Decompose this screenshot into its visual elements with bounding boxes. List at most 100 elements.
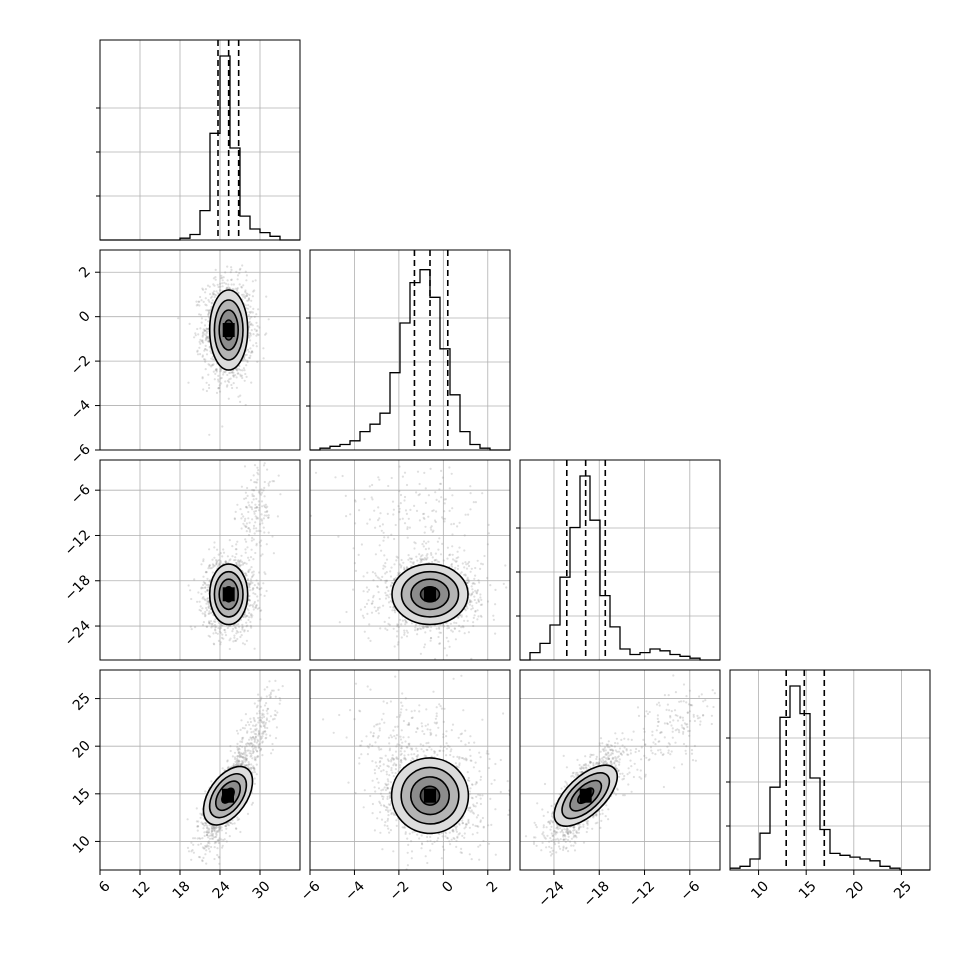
sample-point — [236, 637, 239, 641]
sample-point — [430, 525, 433, 528]
sample-point — [433, 559, 436, 562]
sample-point — [504, 564, 507, 567]
sample-point — [201, 354, 204, 357]
sample-point — [266, 468, 269, 471]
sample-point — [414, 624, 417, 627]
sample-point — [392, 606, 395, 609]
sample-point — [255, 604, 258, 607]
sample-point — [246, 293, 249, 296]
sample-point — [213, 284, 216, 287]
sample-point — [263, 486, 266, 489]
sample-point — [461, 562, 464, 565]
sample-point — [379, 512, 382, 515]
sample-point — [392, 579, 395, 582]
sample-point — [198, 856, 202, 859]
sample-point — [448, 509, 451, 512]
sample-point — [218, 386, 221, 389]
sample-point — [232, 764, 236, 767]
sample-point — [197, 300, 200, 303]
sample-point — [472, 616, 475, 620]
sample-point — [263, 462, 266, 465]
sample-point — [246, 578, 249, 582]
sample-point — [394, 611, 397, 614]
sample-point — [210, 365, 213, 368]
sample-point — [454, 638, 457, 641]
sample-point — [219, 367, 222, 371]
sample-point — [456, 525, 459, 528]
sample-point — [230, 266, 233, 269]
sample-point — [465, 563, 468, 566]
sample-point — [214, 368, 218, 371]
sample-point — [245, 522, 248, 525]
sample-point — [438, 500, 441, 503]
sample-point — [240, 513, 243, 516]
sample-point — [206, 827, 209, 830]
sample-point — [218, 390, 222, 393]
sample-point — [480, 562, 483, 565]
sample-point — [422, 512, 425, 516]
sample-point — [225, 287, 228, 290]
sample-point — [271, 480, 274, 483]
sample-point — [442, 517, 445, 520]
sample-point — [434, 559, 437, 562]
sample-point — [258, 587, 261, 591]
sample-point — [460, 626, 463, 629]
sample-point — [381, 523, 384, 526]
sample-point — [244, 295, 247, 298]
sample-point — [362, 590, 365, 593]
sample-point — [251, 604, 254, 607]
sample-point — [258, 541, 261, 544]
sample-point — [400, 636, 403, 639]
sample-point — [243, 727, 246, 730]
sample-point — [486, 543, 489, 546]
sample-point — [244, 358, 247, 362]
sample-point — [243, 356, 246, 359]
sample-point — [479, 596, 482, 599]
sample-point — [213, 826, 216, 830]
sample-point — [255, 542, 258, 546]
sample-point — [391, 609, 394, 612]
sample-point — [210, 623, 213, 626]
sample-point — [388, 623, 391, 627]
sample-point — [211, 571, 214, 574]
sample-point — [201, 823, 204, 826]
sample-point — [468, 560, 471, 564]
sample-point — [207, 841, 210, 845]
sample-point — [435, 558, 438, 561]
sample-point — [414, 626, 417, 629]
sample-point — [421, 558, 425, 561]
sample-point — [377, 591, 380, 594]
sample-point — [248, 310, 251, 314]
sample-point — [210, 845, 213, 849]
sample-point — [250, 626, 253, 629]
sample-point — [443, 510, 446, 513]
sample-point — [246, 812, 250, 816]
sample-point — [257, 583, 260, 586]
sample-point — [252, 538, 255, 541]
sample-point — [365, 602, 369, 606]
sample-point — [480, 615, 483, 618]
sample-point — [442, 559, 445, 562]
sample-point — [253, 766, 256, 770]
sample-point — [248, 616, 251, 619]
sample-point — [254, 521, 257, 524]
sample-point — [248, 763, 251, 766]
sample-point — [200, 317, 203, 320]
sample-point — [218, 630, 221, 633]
sample-point — [470, 657, 473, 660]
sample-point — [254, 509, 258, 513]
sample-point — [267, 482, 270, 485]
sample-point — [242, 284, 245, 287]
sample-point — [419, 561, 422, 564]
sample-point — [250, 613, 253, 616]
sample-point — [206, 577, 209, 581]
sample-point — [387, 484, 390, 488]
sample-point — [217, 378, 220, 381]
sample-point — [247, 570, 250, 574]
sample-point — [213, 378, 216, 381]
sample-point — [186, 846, 190, 850]
sample-point — [218, 627, 221, 631]
sample-point — [255, 517, 258, 520]
sample-point — [424, 501, 427, 504]
sample-point — [200, 586, 203, 589]
